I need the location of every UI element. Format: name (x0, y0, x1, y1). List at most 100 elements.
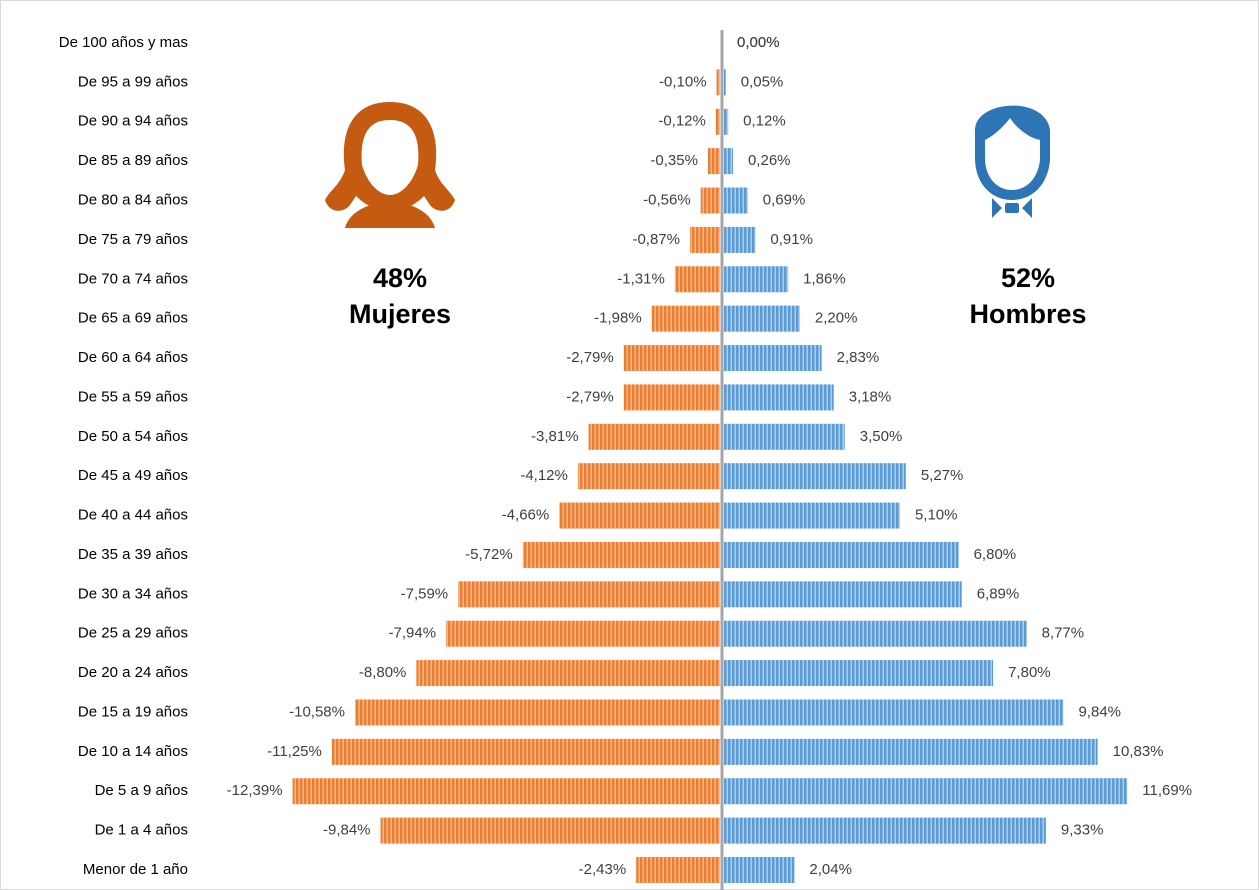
value-label: 0,69% (763, 191, 806, 208)
y-tick-label: De 50 a 54 años (78, 428, 188, 445)
bar (651, 305, 720, 332)
value-label: -11,25% (267, 743, 322, 760)
value-label: -7,94% (389, 625, 437, 642)
bar (724, 541, 959, 568)
y-tick-label: De 95 a 99 años (78, 73, 188, 90)
value-label: 9,33% (1061, 822, 1104, 839)
value-label: -10,58% (289, 703, 345, 720)
bar (588, 423, 720, 450)
y-tick-label: De 45 a 49 años (78, 467, 188, 484)
bar (724, 699, 1064, 726)
value-label: -0,56% (643, 191, 691, 208)
man-icon (975, 105, 1050, 218)
y-tick-label: De 80 a 84 años (78, 191, 188, 208)
bar (724, 660, 994, 687)
bar (724, 148, 733, 175)
bar (700, 187, 720, 214)
value-label: -2,43% (579, 861, 627, 878)
bar (636, 857, 720, 883)
value-label: -1,31% (617, 270, 665, 287)
value-label: 0,00% (737, 34, 780, 51)
bar (724, 108, 729, 135)
y-tick-label: De 100 años y mas (59, 34, 188, 51)
bar (724, 817, 1046, 844)
bar (577, 463, 720, 490)
value-label: 0,05% (741, 73, 784, 90)
bar (458, 581, 720, 608)
bar (724, 187, 748, 214)
value-label: 5,10% (915, 507, 958, 524)
value-label: -12,39% (227, 782, 283, 799)
y-tick-label: De 20 a 24 años (78, 664, 188, 681)
value-label: 6,80% (974, 546, 1017, 563)
value-label: -1,98% (594, 310, 642, 327)
bar (724, 581, 962, 608)
annotation: Mujeres (349, 299, 451, 329)
value-label: -4,12% (520, 467, 568, 484)
bar (724, 384, 834, 411)
value-label: -0,12% (658, 113, 706, 130)
value-label: 0,12% (743, 113, 786, 130)
bar (724, 69, 726, 96)
value-label: 2,83% (837, 349, 880, 366)
y-tick-label: De 55 a 59 años (78, 388, 188, 405)
value-label: 2,20% (815, 310, 858, 327)
y-tick-label: De 15 a 19 años (78, 703, 188, 720)
y-tick-label: De 30 a 34 años (78, 585, 188, 602)
value-label: -7,59% (401, 585, 449, 602)
bar (724, 305, 800, 332)
bar (716, 69, 720, 96)
value-label: -0,87% (632, 231, 680, 248)
bar (623, 384, 720, 411)
value-label: 0,00% (737, 34, 780, 51)
value-label: 8,77% (1042, 625, 1085, 642)
y-tick-label: De 75 a 79 años (78, 231, 188, 248)
y-tick-label: De 60 a 64 años (78, 349, 188, 366)
bar (724, 423, 845, 450)
bar (623, 345, 720, 372)
value-label: -9,84% (323, 822, 371, 839)
value-label: 1,86% (803, 270, 846, 287)
value-label: 6,89% (977, 585, 1020, 602)
bar (724, 463, 906, 490)
value-label: -5,72% (465, 546, 513, 563)
bar (446, 620, 720, 647)
annotation: Hombres (969, 299, 1086, 329)
y-tick-label: De 35 a 39 años (78, 546, 188, 563)
y-tick-label: De 65 a 69 años (78, 310, 188, 327)
value-label: -0,35% (650, 152, 698, 169)
value-label: 3,50% (860, 428, 903, 445)
value-label: -0,10% (659, 73, 707, 90)
y-tick-label: De 90 a 94 años (78, 113, 188, 130)
y-tick-label: De 25 a 29 años (78, 625, 188, 642)
y-tick-label: De 70 a 74 años (78, 270, 188, 287)
bar (354, 699, 720, 726)
bar (724, 226, 756, 253)
value-label: 11,69% (1142, 782, 1192, 799)
bar (331, 738, 720, 765)
value-label: 0,26% (748, 152, 791, 169)
bar (724, 620, 1027, 647)
bar (724, 857, 795, 883)
value-label: -2,79% (566, 349, 614, 366)
y-tick-label: De 40 a 44 años (78, 507, 188, 524)
value-label: -4,66% (502, 507, 550, 524)
woman-icon (325, 102, 455, 228)
bar (724, 502, 900, 529)
value-label: 0,91% (770, 231, 813, 248)
value-label: -3,81% (531, 428, 579, 445)
value-label: 10,83% (1113, 743, 1164, 760)
y-tick-label: De 85 a 89 años (78, 152, 188, 169)
value-label: 3,18% (849, 388, 892, 405)
bar (689, 226, 720, 253)
bar (292, 778, 720, 805)
value-label: 9,84% (1078, 703, 1121, 720)
bar (707, 148, 720, 175)
bar (416, 660, 720, 687)
bar (380, 817, 720, 844)
y-tick-label: De 1 a 4 años (95, 822, 188, 839)
bar (724, 345, 822, 372)
value-label: 2,04% (809, 861, 852, 878)
bar (724, 778, 1128, 805)
